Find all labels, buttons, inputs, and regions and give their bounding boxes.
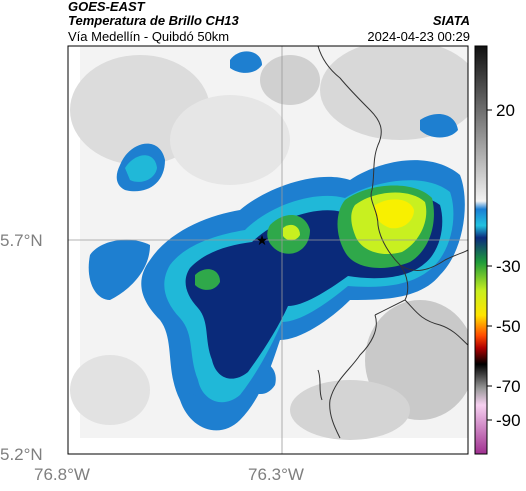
region-subtitle: Vía Medellín - Quibdó 50km [68, 29, 230, 44]
colorbar [474, 45, 492, 455]
timestamp-label: 2024-04-23 00:29 [367, 29, 470, 44]
lat-label-5-7: 5.7°N [0, 231, 43, 250]
map-frame [67, 45, 469, 455]
colorbar-tick-neg90: -90 [496, 411, 521, 430]
colorbar-tick-neg70: -70 [496, 377, 521, 396]
map-area [68, 46, 468, 454]
product-title: Temperatura de Brillo CH13 [68, 13, 239, 28]
lat-label-5-2: 5.2°N [0, 445, 43, 464]
satellite-title: GOES-EAST [68, 0, 145, 14]
lon-label-76-8: 76.8°W [34, 465, 90, 484]
brand-label: SIATA [432, 13, 470, 28]
colorbar-tick-20: 20 [496, 101, 515, 120]
colorbar-tick-neg30: -30 [496, 257, 521, 276]
colorbar-tick-neg50: -50 [496, 317, 521, 336]
lon-label-76-3: 76.3°W [248, 465, 304, 484]
border-lines [317, 46, 468, 439]
star-icon: ★ [256, 232, 269, 248]
